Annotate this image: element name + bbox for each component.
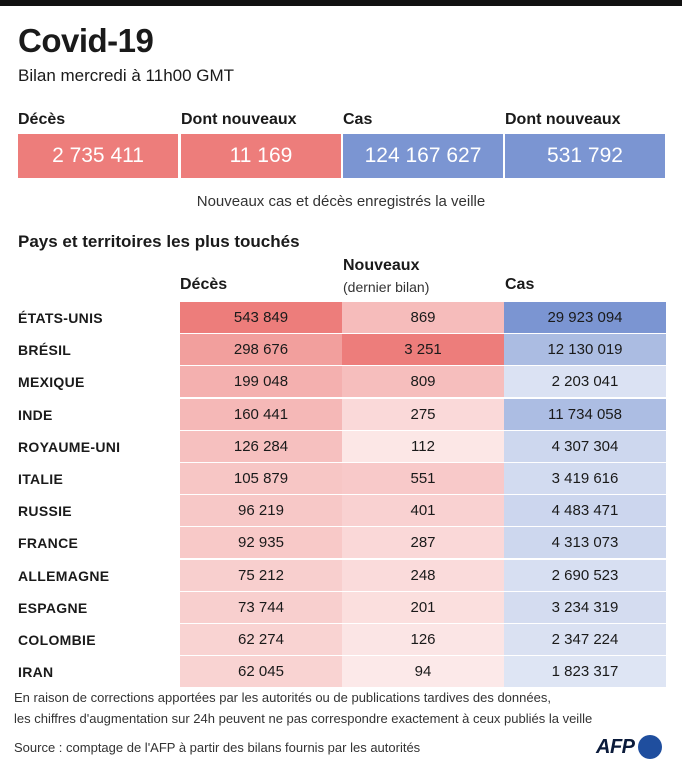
stat-label: Cas	[343, 111, 373, 128]
cell-cases: 1 823 317	[504, 656, 666, 688]
cell-deaths: 92 935	[180, 527, 342, 559]
stat-value: 2 735 411	[18, 134, 178, 178]
cell-new: 287	[342, 527, 504, 559]
cell-deaths: 62 274	[180, 624, 342, 655]
stat-label: Dont nouveaux	[505, 111, 621, 128]
afp-logo-dot	[637, 735, 662, 759]
cell-cases: 4 483 471	[504, 495, 666, 527]
country-label: ÉTATS-UNIS	[18, 310, 103, 326]
country-label: INDE	[18, 406, 53, 423]
country-label: COLOMBIE	[18, 632, 96, 648]
cell-new: 401	[342, 495, 504, 527]
column-header-cases: Cas	[505, 276, 535, 293]
cell-new: 248	[342, 559, 504, 591]
page-subtitle: Bilan mercredi à 11h00 GMT	[18, 66, 235, 85]
cell-new: 94	[342, 656, 504, 688]
cell-new: 869	[342, 302, 504, 333]
stat-value: 531 792	[505, 134, 665, 178]
country-label: ITALIE	[18, 471, 64, 487]
cell-cases: 3 234 319	[504, 591, 666, 623]
cell-new: 3 251	[342, 334, 504, 366]
cell-new: 275	[342, 398, 504, 430]
cell-deaths: 199 048	[180, 366, 342, 398]
stat-value: 11 169	[181, 134, 341, 178]
cell-cases: 2 203 041	[504, 366, 666, 398]
stat-label: Dont nouveaux	[181, 111, 297, 128]
column-header-new: Nouveaux	[343, 257, 420, 274]
cell-deaths: 298 676	[180, 334, 342, 366]
stat-value: 124 167 627	[343, 134, 503, 178]
cell-deaths: 126 284	[180, 430, 342, 462]
cell-cases: 3 419 616	[504, 463, 666, 494]
cell-deaths: 62 045	[180, 656, 342, 688]
cell-deaths: 160 441	[180, 398, 342, 430]
cell-deaths: 73 744	[180, 591, 342, 623]
table-section-title: Pays et territoires les plus touchés	[18, 232, 300, 251]
stat-label: Décès	[18, 111, 66, 128]
cell-cases: 29 923 094	[504, 302, 666, 333]
cell-new: 201	[342, 591, 504, 623]
footnote-line-2: les chiffres d'augmentation sur 24h peuv…	[14, 711, 593, 726]
cell-new: 809	[342, 366, 504, 398]
country-label: IRAN	[18, 664, 54, 681]
afp-logo-text: AFP	[596, 735, 635, 758]
cell-new: 126	[342, 624, 504, 655]
country-label: FRANCE	[18, 535, 79, 552]
column-header-new-sub: (dernier bilan)	[343, 279, 430, 295]
afp-logo: AFP	[596, 735, 662, 759]
country-label: ALLEMAGNE	[18, 567, 110, 584]
summary-note: Nouveaux cas et décès enregistrés la vei…	[196, 193, 486, 210]
cell-cases: 4 313 073	[504, 527, 666, 559]
cell-cases: 11 734 058	[504, 398, 666, 430]
country-label: RUSSIE	[18, 503, 72, 520]
cell-deaths: 96 219	[180, 495, 342, 527]
page-title: Covid-19	[18, 22, 154, 59]
country-label: MEXIQUE	[18, 374, 85, 391]
country-label: ROYAUME-UNI	[18, 438, 121, 455]
cell-cases: 12 130 019	[504, 334, 666, 366]
cell-new: 551	[342, 463, 504, 494]
cell-cases: 2 690 523	[504, 559, 666, 591]
country-label: ESPAGNE	[18, 599, 88, 616]
column-header-deaths: Décès	[180, 276, 228, 293]
source-note: Source : comptage de l'AFP à partir des …	[14, 740, 421, 755]
footnote-line-1: En raison de corrections apportées par l…	[14, 690, 551, 705]
cell-deaths: 543 849	[180, 302, 342, 333]
cell-cases: 4 307 304	[504, 430, 666, 462]
cell-deaths: 105 879	[180, 463, 342, 494]
top-rule	[0, 0, 682, 6]
country-label: BRÉSIL	[18, 342, 72, 359]
cell-deaths: 75 212	[180, 559, 342, 591]
cell-new: 112	[342, 430, 504, 462]
cell-cases: 2 347 224	[504, 624, 666, 655]
